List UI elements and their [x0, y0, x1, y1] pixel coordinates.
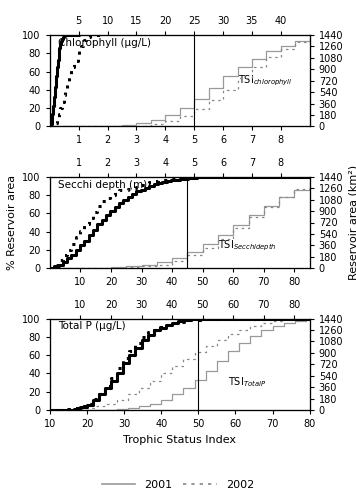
Text: Secchi depth (m): Secchi depth (m): [58, 180, 147, 190]
X-axis label: Trophic Status Index: Trophic Status Index: [123, 434, 236, 444]
Text: Total P (μg/L): Total P (μg/L): [58, 322, 125, 332]
Text: TSI$_{Total P}$: TSI$_{Total P}$: [228, 376, 266, 390]
Y-axis label: Reservoir area (km²): Reservoir area (km²): [349, 165, 356, 280]
Text: TSI$_{chlorophyll}$: TSI$_{chlorophyll}$: [237, 74, 292, 88]
Text: Chlorophyll (μg/L): Chlorophyll (μg/L): [58, 38, 151, 48]
Text: TSI$_{Secchi depth}$: TSI$_{Secchi depth}$: [218, 238, 277, 252]
Y-axis label: % Reservoir area: % Reservoir area: [7, 175, 17, 270]
Legend: 2001, 2002: 2001, 2002: [98, 476, 258, 494]
